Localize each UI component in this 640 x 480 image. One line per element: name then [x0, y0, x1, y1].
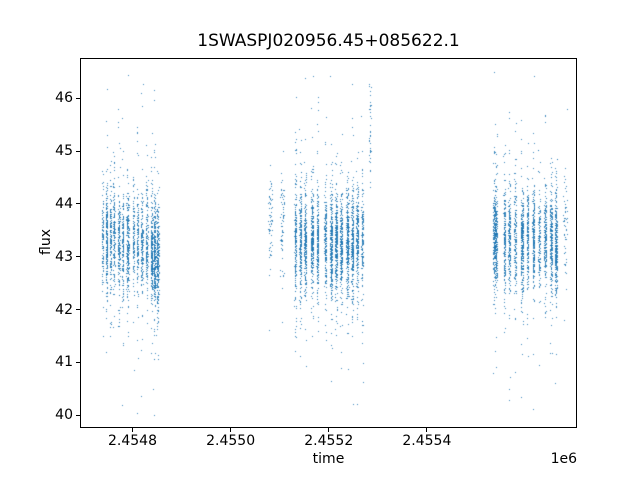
y-tick-label: 43: [55, 248, 73, 265]
y-tick-label: 42: [55, 301, 73, 318]
x-axis-label: time: [312, 451, 345, 467]
y-tick-mark: [76, 203, 80, 205]
y-tick-label: 45: [55, 143, 73, 159]
x-tick-mark: [328, 428, 330, 432]
x-tick-label: 2.4550: [206, 433, 256, 449]
y-tick-mark: [76, 97, 80, 99]
chart-title: 1SWASPJ020956.45+085622.1: [197, 31, 460, 51]
plot-area: [80, 58, 577, 428]
y-tick-label: 41: [55, 354, 73, 371]
y-tick-mark: [76, 150, 80, 152]
y-tick-mark: [76, 361, 80, 363]
x-tick-label: 2.4554: [402, 433, 452, 449]
x-tick-mark: [132, 428, 133, 432]
x-tick-mark: [230, 428, 232, 432]
y-tick-label: 44: [55, 195, 73, 212]
x-tick-mark: [426, 428, 428, 432]
x-tick-label: 2.4552: [304, 433, 354, 449]
x-tick-label: 2.4548: [108, 433, 157, 449]
y-tick-mark: [76, 256, 80, 258]
y-tick-mark: [76, 414, 80, 416]
y-tick-label: 40: [55, 407, 73, 424]
y-tick-label: 46: [55, 90, 73, 107]
y-tick-mark: [76, 309, 80, 311]
x-axis-offset-label: 1e6: [550, 451, 577, 467]
scatter-points-canvas: [81, 59, 576, 427]
